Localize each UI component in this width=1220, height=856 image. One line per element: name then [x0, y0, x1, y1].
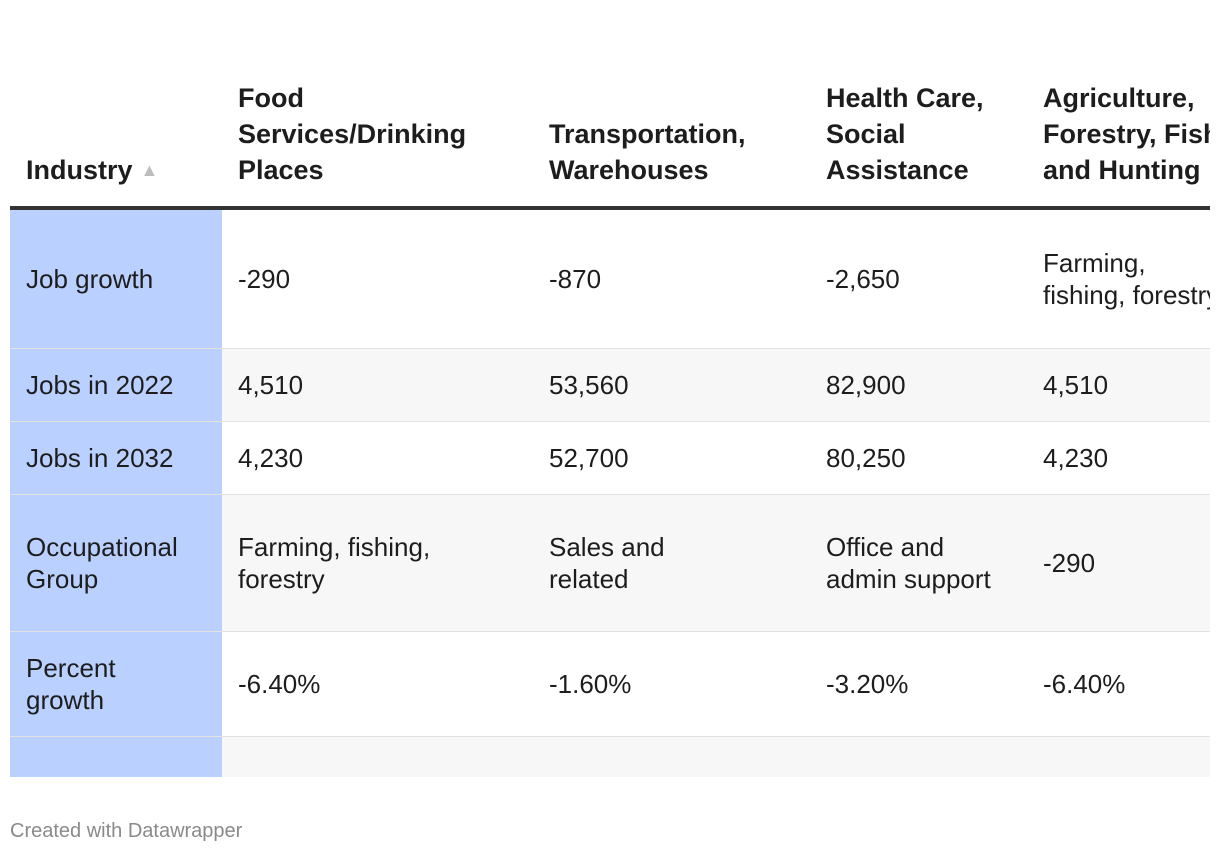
table-cell-empty [810, 736, 1027, 777]
table-cell: Office and admin support [810, 494, 1027, 632]
table-cell: -1.60% [533, 631, 810, 737]
column-header[interactable]: Food Services/Drinking Places [222, 0, 533, 210]
table-cell: 4,230 [1027, 421, 1210, 495]
row-label: Percent growth [10, 631, 222, 737]
table-row: Percent growth -6.40% -1.60% -3.20% -6.4… [10, 631, 1210, 737]
column-header-industry[interactable]: Industry ▲ [10, 0, 222, 210]
table-row: Jobs in 2032 4,230 52,700 80,250 4,230 [10, 421, 1210, 495]
table-cell: -290 [1027, 494, 1210, 632]
table-row: Occupational Group Farming, fishing, for… [10, 494, 1210, 632]
table-row [10, 736, 1210, 777]
table-cell: -6.40% [222, 631, 533, 737]
table-cell: -3.20% [810, 631, 1027, 737]
credit-link[interactable]: Created with Datawrapper [10, 820, 243, 842]
row-label: Jobs in 2022 [10, 348, 222, 422]
table-row: Job growth -290 -870 -2,650 Farming, fis… [10, 208, 1210, 349]
table-cell: -6.40% [1027, 631, 1210, 737]
table-cell: 52,700 [533, 421, 810, 495]
table-cell-empty [533, 736, 810, 777]
data-table: Industry ▲ Food Services/Drinking Places … [10, 0, 1210, 777]
table-row: Jobs in 2022 4,510 53,560 82,900 4,510 [10, 348, 1210, 422]
row-label: Job growth [10, 208, 222, 349]
table-cell: -2,650 [810, 208, 1027, 349]
column-header[interactable]: Health Care, Social Assistance [810, 0, 1027, 210]
table-cell: -870 [533, 208, 810, 349]
row-label: Occupational Group [10, 494, 222, 632]
table-cell-empty [1027, 736, 1210, 777]
data-table-container: Industry ▲ Food Services/Drinking Places … [10, 0, 1210, 780]
table-cell: -290 [222, 208, 533, 349]
column-header[interactable]: Agriculture, Forestry, Fishing and Hunti… [1027, 0, 1210, 210]
row-label: Jobs in 2032 [10, 421, 222, 495]
table-cell: 80,250 [810, 421, 1027, 495]
sort-ascending-icon[interactable]: ▲ [140, 160, 159, 180]
table-cell: 82,900 [810, 348, 1027, 422]
table-cell: Farming, fishing, forestry [1027, 208, 1210, 349]
table-cell-empty [222, 736, 533, 777]
table-cell: 53,560 [533, 348, 810, 422]
table-cell: Sales and related [533, 494, 810, 632]
column-header-label: Industry [26, 155, 133, 185]
row-label-empty [10, 736, 222, 777]
table-cell: 4,510 [1027, 348, 1210, 422]
table-cell: 4,510 [222, 348, 533, 422]
table-cell: Farming, fishing, forestry [222, 494, 533, 632]
column-header[interactable]: Transportation, Warehouses [533, 0, 810, 210]
table-cell: 4,230 [222, 421, 533, 495]
